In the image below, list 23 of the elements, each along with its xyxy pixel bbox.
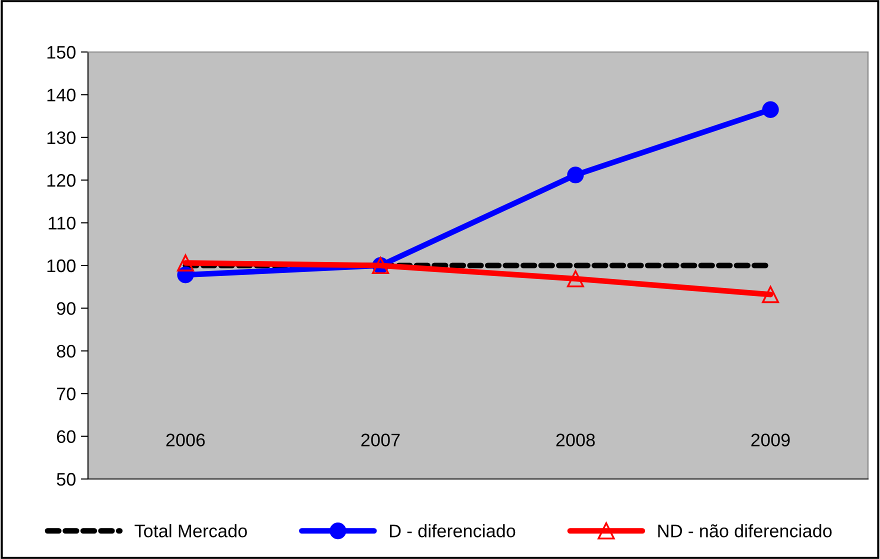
legend-label: D - diferenciado (390, 524, 516, 538)
point (566, 270, 584, 288)
x-tick-label: 2007 (361, 434, 400, 446)
y-tick-label: 50 (56, 472, 76, 486)
y-tick-label: 140 (47, 88, 76, 102)
legend-label: Total Mercado (134, 524, 247, 538)
y-tick-label: 70 (57, 388, 76, 400)
y-tick-label: 150 (47, 46, 76, 59)
y-tick-label: 80 (56, 344, 76, 358)
y-tick-label: 120 (47, 174, 76, 187)
y-tick-label: 60 (57, 430, 76, 444)
x-tick-label: 2008 (556, 434, 595, 446)
y-tick-label: 110 (48, 216, 76, 230)
x-tick-label: 2006 (166, 434, 205, 446)
y-tick-label: 100 (47, 259, 76, 272)
x-tick-label: 2009 (751, 434, 790, 446)
y-tick-label: 90 (56, 302, 76, 315)
point (762, 286, 780, 304)
legend-label: ND - não diferenciado (658, 524, 832, 538)
y-tick-label: 130 (47, 131, 76, 144)
point (567, 166, 584, 184)
point (176, 254, 194, 272)
point (762, 101, 779, 118)
